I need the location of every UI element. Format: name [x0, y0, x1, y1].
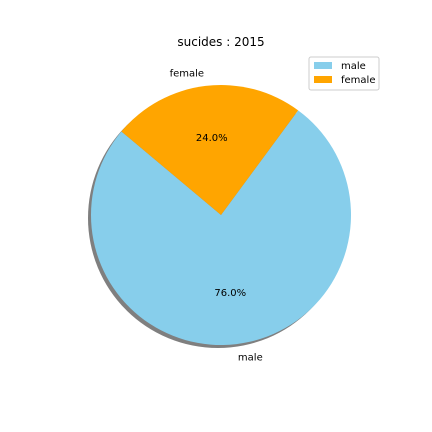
chart-title: sucides : 2015 — [177, 35, 264, 49]
legend-label-female: female — [341, 75, 375, 86]
pie-labels: 76.0% male 24.0% female — [170, 69, 263, 364]
legend: male female — [308, 56, 380, 91]
legend-swatch-female — [314, 76, 332, 83]
legend-label-male: male — [341, 61, 366, 72]
pie-label-male: male — [238, 352, 263, 363]
pie-slice-female — [121, 84, 299, 215]
pie-slices — [90, 84, 351, 345]
pie-pct-label-male: 76.0% — [214, 288, 246, 299]
pie-slice-male — [90, 110, 351, 345]
pie-pct-label-female: 24.0% — [196, 133, 228, 144]
pie-label-female: female — [170, 69, 204, 80]
legend-swatch-male — [314, 62, 332, 69]
